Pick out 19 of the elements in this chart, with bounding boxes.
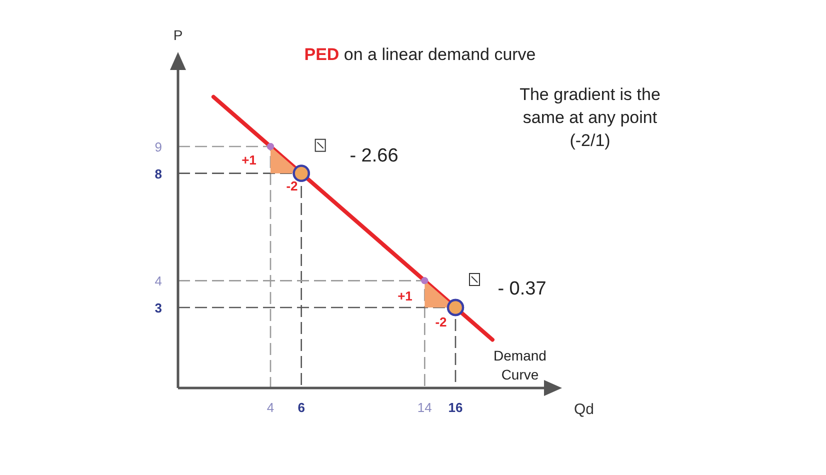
annotation: The gradient is the same at any point (-2/1) <box>520 85 660 150</box>
x-tick-label: 4 <box>266 400 274 415</box>
annotation: +1 <box>398 288 412 304</box>
annotation: +1 <box>242 152 256 168</box>
y-tick-label: 4 <box>154 274 162 289</box>
x-tick-label: 16 <box>448 400 463 415</box>
annotation: - 2.66 <box>350 146 398 167</box>
y-axis-title: P <box>173 27 183 43</box>
x-tick-label: 6 <box>298 400 305 415</box>
chart-title: PED on a linear demand curve <box>304 45 536 64</box>
x-tick-label: 14 <box>417 400 432 415</box>
annotation: - 0.37 <box>498 278 546 300</box>
y-tick-label: 3 <box>154 300 162 316</box>
x-axis-title: Qd <box>574 401 594 418</box>
annotation: -2 <box>435 314 447 330</box>
annotation: Demand Curve <box>494 347 546 382</box>
annotation: -2 <box>286 178 298 194</box>
y-tick-label: 9 <box>154 140 162 154</box>
y-tick-label: 8 <box>154 166 162 182</box>
